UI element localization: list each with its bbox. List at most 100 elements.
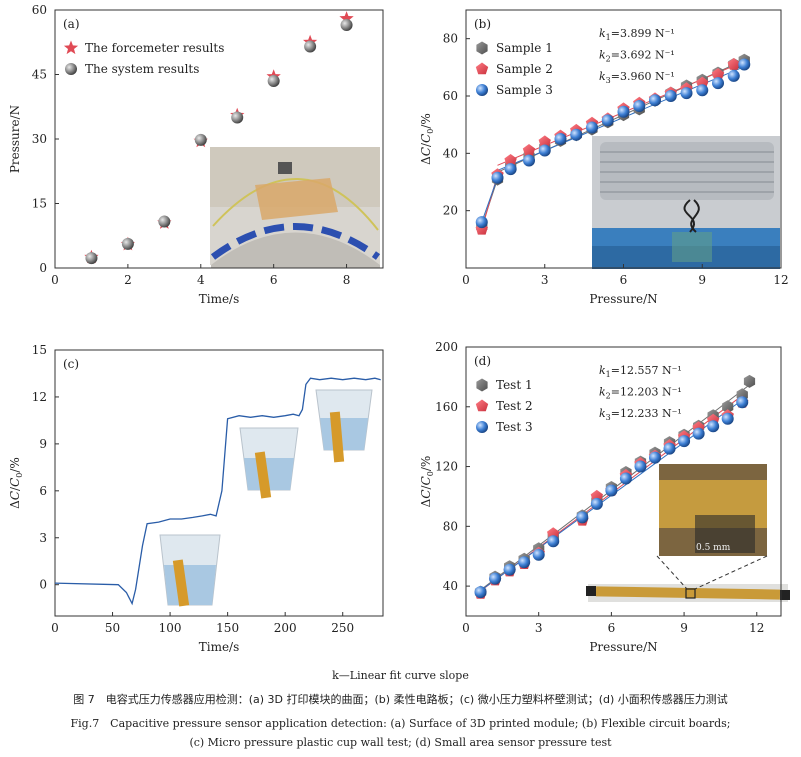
fit-line xyxy=(497,65,734,166)
data-point xyxy=(504,154,517,166)
panel-c-cup-inset-2 xyxy=(239,427,299,499)
legend-label: The system results xyxy=(85,62,199,76)
legend-label: Sample 2 xyxy=(496,62,553,76)
data-point xyxy=(194,133,207,146)
data-point xyxy=(633,100,646,113)
slope-annotation: k3=3.960 N⁻¹ xyxy=(599,70,675,85)
y-tick-label: 0 xyxy=(39,578,47,592)
x-tick-label: 9 xyxy=(680,621,688,635)
panel-d-zoom-inset: 0.5 mm xyxy=(659,464,767,556)
plot-frame xyxy=(54,349,384,617)
legend-label: Test 3 xyxy=(496,420,533,434)
x-tick-label: 6 xyxy=(620,273,628,287)
y-axis-label: ΔC/C0/% xyxy=(8,457,24,509)
data-point xyxy=(692,427,705,440)
data-point xyxy=(727,69,740,82)
x-axis-label: Pressure/N xyxy=(589,640,657,654)
chart-panel-d: 0 3 6 9 12 40 80 120 160 200 Pressure/N ΔC/C0/% (d) T… xyxy=(419,340,782,654)
data-point xyxy=(586,121,598,134)
slope-annotation: k2=12.203 N⁻¹ xyxy=(599,386,682,401)
data-point xyxy=(743,374,756,388)
data-point xyxy=(727,58,740,70)
data-point xyxy=(504,163,517,176)
data-point xyxy=(721,412,734,425)
data-point xyxy=(474,586,487,599)
x-tick-label: 0 xyxy=(462,621,470,635)
panel-b-photo-inset xyxy=(592,136,780,269)
data-point xyxy=(707,420,720,433)
data-point xyxy=(736,396,749,409)
slope-annotation: k3=12.233 N⁻¹ xyxy=(599,407,682,422)
data-point xyxy=(576,511,589,524)
y-tick-label: 40 xyxy=(443,579,458,593)
y-tick-label: 200 xyxy=(435,340,458,354)
figure-caption-en-2: (c) Micro pressure plastic cup wall test… xyxy=(189,736,612,749)
data-point xyxy=(121,237,134,250)
panel-label: (c) xyxy=(63,357,79,371)
data-point xyxy=(590,497,603,510)
x-tick-label: 200 xyxy=(274,621,297,635)
x-axis-label: Time/s xyxy=(199,292,240,306)
data-point xyxy=(649,451,661,464)
slope-annotation: k1=12.557 N⁻¹ xyxy=(599,364,682,379)
y-axis-label: Pressure/N xyxy=(8,105,22,173)
series-line xyxy=(54,377,381,606)
data-point xyxy=(696,84,709,97)
data-point xyxy=(523,154,535,167)
chart-panel-a: 0 2 4 6 8 0 15 30 45 60 Time/s Pressure/N (a) The for… xyxy=(8,3,384,306)
legend-marker xyxy=(476,41,488,55)
y-tick-label: 3 xyxy=(39,531,47,545)
legend-label: Sample 1 xyxy=(496,41,553,55)
data-point xyxy=(601,114,614,127)
data-point xyxy=(619,472,632,485)
data-point xyxy=(722,400,734,414)
legend-label: Sample 3 xyxy=(496,83,553,97)
x-tick-label: 2 xyxy=(124,273,132,287)
legend-label: Test 1 xyxy=(496,378,533,392)
plot-frame xyxy=(465,346,782,617)
panel-c-cup-inset-3 xyxy=(315,389,373,463)
x-tick-label: 250 xyxy=(331,621,354,635)
x-tick-label: 12 xyxy=(749,621,764,635)
y-tick-label: 0 xyxy=(39,261,47,275)
legend-marker xyxy=(475,399,489,412)
y-tick-label: 30 xyxy=(32,132,47,146)
x-tick-label: 9 xyxy=(698,273,706,287)
legend-marker xyxy=(63,40,79,55)
y-axis-label: ΔC/C0/% xyxy=(419,456,435,508)
data-point xyxy=(475,216,488,229)
y-tick-label: 40 xyxy=(443,146,458,160)
data-point xyxy=(489,572,502,585)
data-point xyxy=(738,58,751,71)
data-point xyxy=(663,442,676,455)
data-point xyxy=(503,563,516,576)
panel-d-strip-inset xyxy=(586,555,790,602)
slope-annotation: k2=3.692 N⁻¹ xyxy=(599,49,675,64)
data-point xyxy=(678,435,691,448)
data-point xyxy=(538,135,551,148)
data-point xyxy=(634,460,647,473)
y-axis-label: ΔC/C0/% xyxy=(419,113,435,165)
legend-marker xyxy=(475,62,489,75)
x-tick-label: 0 xyxy=(51,621,59,635)
y-tick-label: 80 xyxy=(443,32,458,46)
y-tick-label: 20 xyxy=(443,204,458,218)
x-tick-label: 6 xyxy=(270,273,278,287)
y-tick-label: 60 xyxy=(443,89,458,103)
legend-marker xyxy=(65,63,77,75)
data-point xyxy=(554,133,567,145)
data-point xyxy=(340,19,353,32)
svg-text:0.5 mm: 0.5 mm xyxy=(696,543,731,553)
figure-caption-cn: 图 7 电容式压力传感器应用检测：(a) 3D 打印模块的曲面；(b) 柔性电路… xyxy=(73,693,728,706)
legend-marker xyxy=(476,84,488,96)
data-point xyxy=(158,215,171,228)
slope-annotation: k1=3.899 N⁻¹ xyxy=(599,27,675,42)
data-point xyxy=(532,548,545,561)
data-point xyxy=(304,40,317,53)
data-point xyxy=(491,171,504,184)
x-tick-label: 50 xyxy=(105,621,120,635)
y-tick-label: 9 xyxy=(39,437,47,451)
data-point xyxy=(617,105,630,118)
chart-panel-c: 0 50 100 150 200 250 0 3 6 9 12 15 Time/s ΔC/C0/% (c) xyxy=(8,343,384,654)
data-point xyxy=(712,77,724,90)
